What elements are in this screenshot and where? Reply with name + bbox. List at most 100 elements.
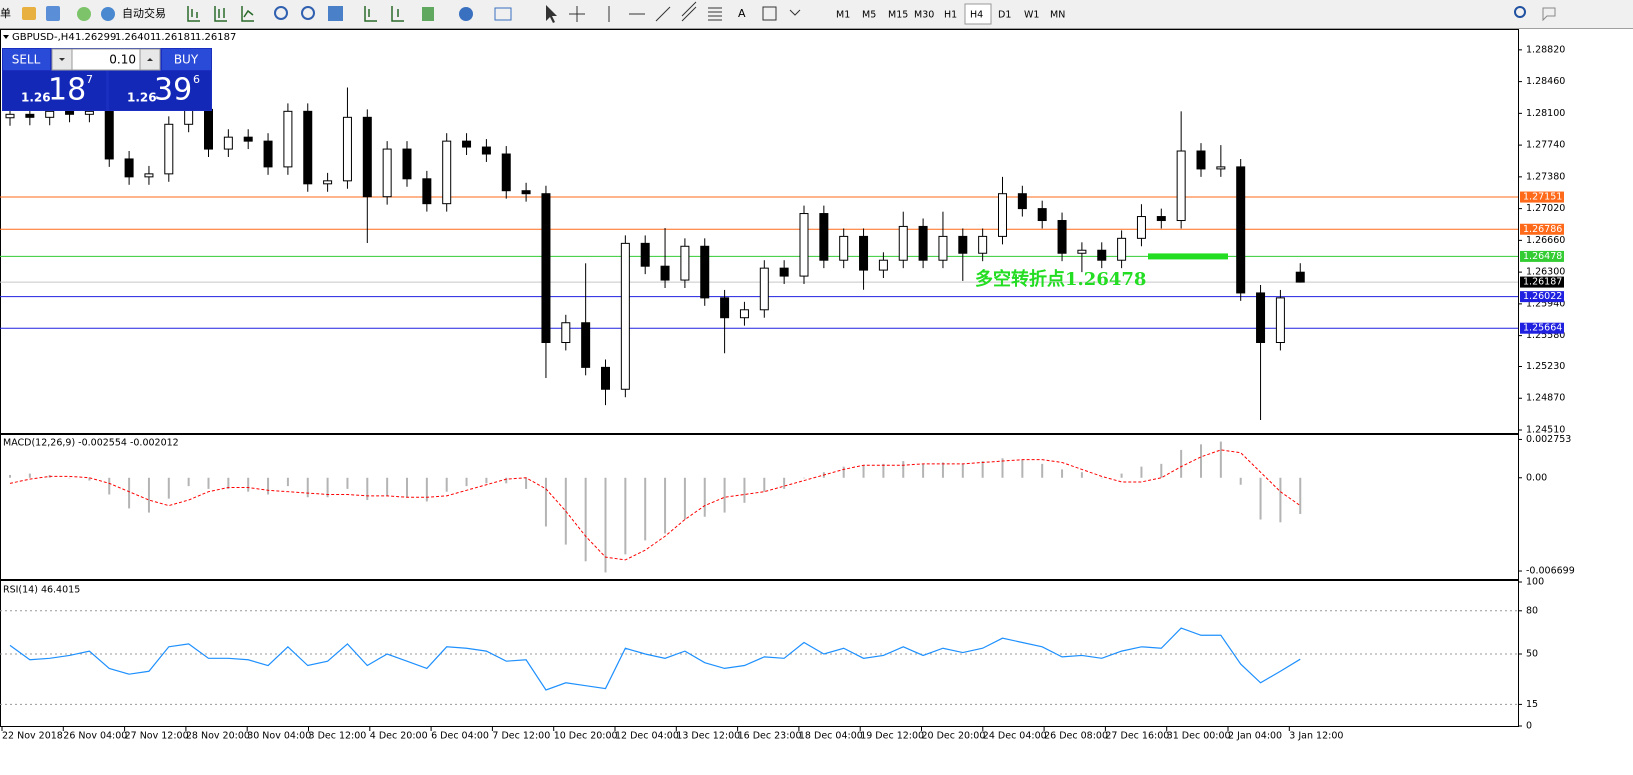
y-tick-label: 0.00 bbox=[1526, 472, 1547, 483]
ohlc-high: 1.26401 bbox=[115, 32, 156, 43]
timeframe-button[interactable]: M1 bbox=[836, 10, 850, 21]
time-label: 20 Dec 20:00 bbox=[922, 731, 986, 742]
candle-bear bbox=[1196, 150, 1206, 170]
menu-fragment[interactable]: 单 bbox=[0, 7, 11, 20]
sell-button[interactable] bbox=[3, 49, 50, 70]
icon-fibo[interactable] bbox=[708, 7, 722, 21]
icon-line[interactable] bbox=[241, 6, 254, 22]
timeframe-button[interactable]: W1 bbox=[1024, 10, 1039, 21]
candle-bear bbox=[700, 245, 710, 299]
time-label: 4 Dec 20:00 bbox=[370, 731, 428, 742]
price-level-label: 1.26187 bbox=[1523, 277, 1562, 288]
candle-bull bbox=[739, 309, 749, 319]
candle-bull bbox=[5, 113, 15, 119]
macd-signal bbox=[9, 449, 1301, 561]
candle-bull bbox=[442, 140, 452, 205]
macd-bar bbox=[128, 477, 131, 509]
bid-box[interactable] bbox=[3, 71, 106, 110]
text-tool[interactable]: A bbox=[738, 7, 746, 20]
icon[interactable] bbox=[77, 7, 91, 21]
icon-chat[interactable] bbox=[1542, 7, 1556, 22]
icon-zoom-out[interactable] bbox=[301, 6, 315, 20]
time-label: 3 Jan 12:00 bbox=[1289, 731, 1343, 742]
y-tick-label: 80 bbox=[1526, 605, 1538, 616]
candle-bear bbox=[958, 235, 968, 254]
time-label: 2 Jan 04:00 bbox=[1228, 731, 1282, 742]
timeframe-button[interactable]: H4 bbox=[970, 10, 983, 21]
icon-bar-chart[interactable] bbox=[187, 6, 200, 22]
macd-bar bbox=[664, 477, 667, 534]
icon-channel[interactable] bbox=[681, 1, 697, 22]
macd-bar bbox=[187, 477, 190, 487]
time-label: 16 Dec 23:00 bbox=[738, 731, 802, 742]
icon-search[interactable] bbox=[1514, 6, 1526, 18]
y-tick-label: 100 bbox=[1526, 577, 1544, 588]
macd-bar bbox=[783, 477, 786, 489]
candle-bull bbox=[223, 136, 233, 150]
icon-shift[interactable] bbox=[364, 6, 377, 22]
ask-box[interactable] bbox=[109, 71, 211, 110]
lot-value[interactable]: 0.10 bbox=[109, 53, 136, 67]
price-level-tag bbox=[1520, 276, 1564, 288]
timeframe-button[interactable]: M5 bbox=[862, 10, 876, 21]
icon-periods[interactable] bbox=[459, 7, 473, 21]
macd-bar bbox=[326, 477, 329, 498]
time-label: 26 Nov 04:00 bbox=[63, 731, 127, 742]
macd-bar bbox=[465, 477, 468, 487]
macd-bar bbox=[842, 466, 845, 478]
bid-pips: 18 bbox=[48, 73, 86, 108]
icon-crosshair[interactable] bbox=[569, 6, 585, 22]
sell-label[interactable]: SELL bbox=[12, 53, 41, 67]
candle-bear bbox=[263, 140, 273, 168]
candle-bear bbox=[601, 366, 610, 390]
icon-indicators[interactable] bbox=[422, 7, 434, 21]
candle-bear bbox=[104, 110, 114, 160]
time-label: 30 Nov 04:00 bbox=[247, 731, 311, 742]
autotrade-button[interactable]: 自动交易 bbox=[122, 6, 166, 20]
ask-frac: 6 bbox=[193, 73, 200, 86]
candle-bull bbox=[1216, 166, 1226, 170]
y-tick-label: 1.27020 bbox=[1526, 203, 1565, 214]
candle-bear bbox=[1097, 249, 1107, 261]
icon-candles[interactable] bbox=[214, 6, 227, 22]
time-label: 27 Dec 16:00 bbox=[1105, 731, 1169, 742]
ohlc-open: 1.26299 bbox=[75, 32, 116, 43]
icon-label[interactable] bbox=[762, 6, 777, 21]
candle-bear bbox=[581, 322, 591, 368]
macd-bar bbox=[803, 477, 805, 479]
macd-bar bbox=[703, 477, 706, 517]
timeframe-button[interactable]: MN bbox=[1050, 10, 1065, 21]
timeframe-button[interactable]: D1 bbox=[998, 10, 1011, 21]
macd-bar bbox=[207, 477, 210, 489]
timeframe-button[interactable]: M30 bbox=[914, 10, 934, 21]
icon-zoom-in[interactable] bbox=[274, 6, 288, 20]
icon-arrows[interactable] bbox=[789, 9, 801, 16]
timeframe-button[interactable]: H1 bbox=[944, 10, 957, 21]
price-level-tag bbox=[1520, 250, 1564, 262]
icon-templates[interactable] bbox=[494, 7, 512, 21]
icon-autoscroll[interactable] bbox=[391, 6, 404, 22]
candle-bull bbox=[283, 110, 293, 168]
icon[interactable] bbox=[46, 6, 60, 21]
candle-bull bbox=[1275, 297, 1285, 344]
icon-tile[interactable] bbox=[328, 6, 343, 21]
annotation: 多空转折点1.26478 bbox=[975, 268, 1146, 290]
candle-bear bbox=[303, 110, 313, 185]
icon[interactable] bbox=[22, 7, 36, 20]
icon[interactable] bbox=[101, 7, 115, 21]
buy-label[interactable]: BUY bbox=[174, 53, 199, 67]
macd-bar bbox=[882, 463, 885, 478]
lot-up-arrow bbox=[147, 58, 153, 61]
tf-active bbox=[964, 3, 992, 25]
candle-bull bbox=[184, 108, 194, 125]
macd-bar bbox=[743, 477, 746, 503]
y-tick-label: 15 bbox=[1526, 699, 1538, 710]
timeframe-button[interactable]: M15 bbox=[888, 10, 908, 21]
icon-cursor[interactable] bbox=[546, 5, 557, 23]
macd-bar bbox=[1021, 459, 1024, 478]
buy-button[interactable] bbox=[162, 49, 211, 70]
macd-bar bbox=[525, 477, 528, 489]
candle-bear bbox=[462, 140, 472, 148]
macd-bar bbox=[1080, 472, 1083, 478]
icon-trendline[interactable] bbox=[655, 6, 671, 22]
